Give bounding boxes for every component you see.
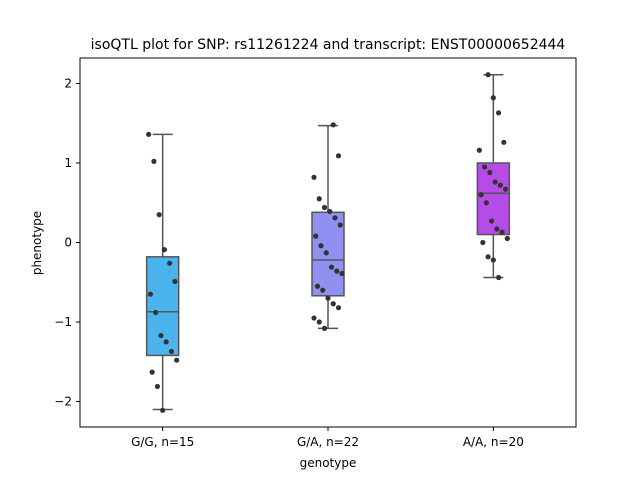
- data-point: [504, 235, 510, 242]
- data-point: [332, 215, 338, 221]
- data-point: [151, 158, 157, 164]
- box-1: [145, 256, 180, 357]
- data-point: [499, 229, 505, 235]
- y-tick-label: −2: [54, 395, 72, 409]
- data-point: [149, 369, 155, 375]
- y-tick-label: 0: [64, 236, 72, 250]
- y-tick-label: −1: [54, 315, 72, 329]
- data-point: [156, 212, 162, 218]
- data-point: [490, 95, 496, 101]
- x-axis-label: genotype: [300, 456, 357, 470]
- points-layer: [146, 72, 510, 413]
- data-point: [314, 283, 321, 289]
- data-point: [490, 257, 496, 263]
- y-tick-label: 2: [64, 76, 72, 90]
- data-point: [334, 268, 340, 274]
- data-point: [154, 383, 161, 390]
- data-point: [160, 407, 166, 413]
- x-tick-label: G/G, n=15: [131, 435, 194, 449]
- data-point: [502, 186, 509, 192]
- data-point: [478, 192, 484, 198]
- data-point: [488, 218, 495, 224]
- y-axis: −2 −1 0 1 2: [54, 76, 80, 409]
- data-point: [323, 250, 329, 256]
- data-point: [495, 274, 502, 281]
- data-point: [327, 208, 333, 215]
- x-axis: G/G, n=15 G/A, n=22 A/A, n=20: [131, 427, 524, 449]
- data-point: [174, 357, 180, 363]
- data-point: [325, 295, 331, 301]
- data-point: [320, 287, 326, 293]
- data-point: [311, 315, 317, 321]
- data-point: [495, 110, 502, 116]
- data-point: [313, 233, 319, 239]
- data-point: [147, 291, 154, 297]
- data-point: [485, 254, 491, 260]
- x-tick-label: G/A, n=22: [297, 435, 359, 449]
- data-point: [321, 325, 328, 331]
- data-point: [168, 348, 175, 355]
- data-point: [328, 264, 335, 270]
- data-point: [153, 309, 159, 316]
- data-point: [485, 72, 491, 78]
- data-point: [172, 278, 178, 285]
- data-point: [330, 122, 336, 128]
- data-point: [316, 319, 322, 325]
- data-point: [501, 139, 507, 145]
- data-point: [163, 339, 169, 345]
- data-point: [339, 270, 345, 277]
- x-tick-label: A/A, n=20: [463, 435, 524, 449]
- y-tick-label: 1: [64, 156, 72, 170]
- data-point: [480, 239, 486, 246]
- data-point: [158, 332, 164, 339]
- box-3: [476, 162, 511, 236]
- chart-title: isoQTL plot for SNP: rs11261224 and tran…: [91, 37, 566, 53]
- data-point: [146, 131, 152, 137]
- data-point: [335, 153, 342, 159]
- plot-frame: [79, 57, 577, 428]
- data-point: [321, 204, 328, 211]
- data-point: [487, 169, 493, 176]
- data-point: [316, 196, 322, 202]
- data-point: [481, 164, 488, 170]
- data-point: [337, 222, 343, 228]
- data-point: [335, 305, 342, 311]
- data-point: [492, 179, 498, 185]
- data-point: [318, 243, 324, 249]
- y-axis-label: phenotype: [30, 211, 44, 275]
- data-point: [167, 260, 173, 266]
- data-point: [311, 174, 317, 180]
- data-point: [161, 247, 168, 253]
- data-point: [483, 200, 489, 206]
- data-point: [476, 147, 482, 153]
- boxes-layer: [145, 73, 511, 411]
- data-point: [497, 182, 503, 188]
- data-point: [494, 226, 500, 232]
- data-point: [330, 301, 336, 307]
